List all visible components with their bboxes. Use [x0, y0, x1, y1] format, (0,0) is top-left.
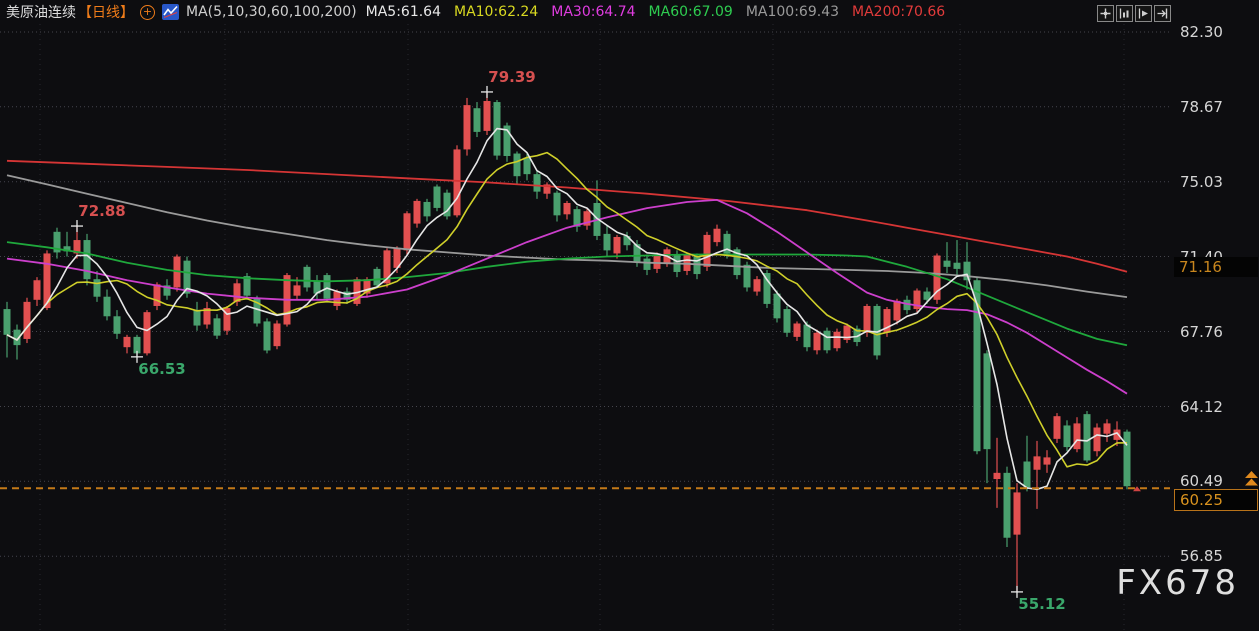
- go-to-latest-icon[interactable]: [1154, 5, 1171, 22]
- period-label[interactable]: 【日线】: [78, 5, 134, 21]
- price-marker-label: 55.12: [1018, 594, 1066, 613]
- legend-ma5: MA5:61.64: [365, 4, 441, 20]
- price-marker-label: 72.88: [78, 202, 126, 221]
- y-axis-tick: 56.85: [1180, 547, 1223, 566]
- axis-scale-play-icon[interactable]: [1135, 5, 1152, 22]
- axis-scale-left-icon[interactable]: [1116, 5, 1133, 22]
- legend-ma200: MA200:70.66: [852, 4, 946, 20]
- watermark: FX678: [1116, 563, 1239, 603]
- pan-crosshair-icon[interactable]: [1097, 5, 1114, 22]
- chart-type-icon[interactable]: [162, 4, 179, 20]
- y-axis-tick: 64.12: [1180, 397, 1223, 416]
- y-axis-tick: 75.03: [1180, 172, 1223, 191]
- y-axis-tick: 67.76: [1180, 322, 1223, 341]
- price-marker-label: 66.53: [138, 359, 186, 378]
- last-price-label: 60.25: [1174, 489, 1258, 512]
- chart-header: 美原油连续 【日线】 + MA(5,10,30,60,100,200) MA5:…: [6, 2, 958, 22]
- y-axis-tick: 60.49: [1180, 472, 1223, 491]
- legend-ma10: MA10:62.24: [453, 4, 539, 20]
- ma-legend: MA5:61.64 MA10:62.24 MA30:64.74 MA60:67.09 M…: [366, 4, 959, 20]
- legend-ma60: MA60:67.09: [648, 4, 733, 20]
- chart-toolbar: [1097, 5, 1171, 22]
- ma-params-label: MA(5,10,30,60,100,200): [186, 4, 357, 20]
- y-axis-tick: 78.67: [1180, 97, 1223, 116]
- prev-close-price-label: 71.16: [1174, 257, 1258, 278]
- symbol-title: 美原油连续: [6, 5, 76, 21]
- y-axis-tick: 82.30: [1180, 23, 1223, 41]
- add-indicator-icon[interactable]: +: [140, 4, 155, 20]
- price-marker-label: 79.39: [488, 67, 536, 86]
- legend-ma30: MA30:64.74: [551, 4, 636, 20]
- legend-ma100: MA100:69.43: [745, 4, 840, 20]
